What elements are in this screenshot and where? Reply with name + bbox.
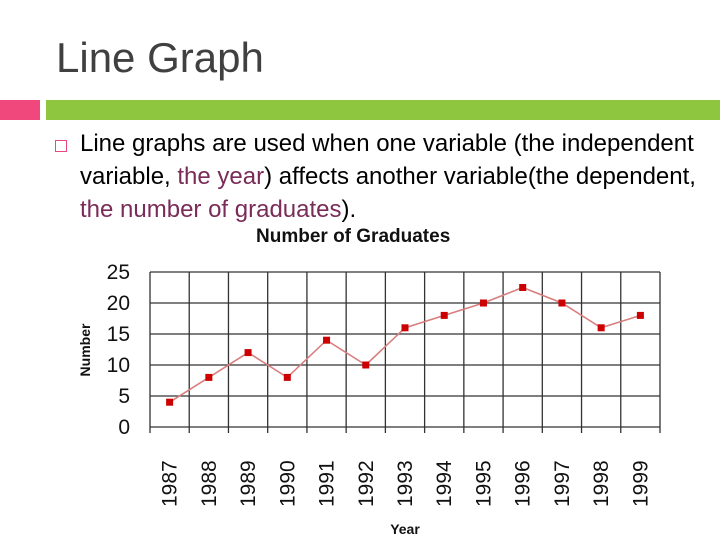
chart-title-background (250, 222, 490, 248)
x-tick-label: 1991 (316, 460, 339, 507)
y-tick-label: 0 (118, 416, 130, 439)
bullet-text: Line graphs are used when one variable (… (80, 127, 700, 226)
x-tick-label: 1999 (629, 460, 652, 507)
y-tick-label: 25 (107, 261, 130, 284)
x-tick-label: 1994 (433, 460, 456, 507)
x-tick-label: 1995 (472, 460, 495, 507)
data-markers (166, 284, 644, 406)
data-point-marker (519, 284, 527, 291)
x-tick-label: 1990 (276, 460, 299, 507)
x-tick-label: 1996 (512, 460, 535, 507)
x-tick-labels: 1987 1988 1989 1990 1991 1992 1993 1994 1995 1996… (159, 460, 653, 507)
y-tick-label: 5 (118, 385, 130, 408)
chart-grid (149, 271, 661, 433)
x-tick-label: 1987 (159, 460, 182, 507)
data-point-marker (244, 349, 252, 357)
data-point-marker (166, 398, 174, 406)
y-axis-label: Number (77, 323, 93, 376)
data-point-marker (597, 324, 605, 332)
chart-title: Number of Graduates (256, 226, 450, 247)
x-tick-label: 1997 (551, 460, 574, 507)
x-tick-label: 1992 (355, 460, 378, 507)
data-point-marker (479, 299, 487, 307)
data-point-marker (636, 311, 644, 319)
x-tick-label: 1988 (198, 460, 221, 507)
slide-title: Line Graph (56, 34, 264, 81)
bullet-text-part: ) affects another variable(the dependent… (264, 163, 696, 190)
accent-bar-green (46, 100, 720, 120)
data-point-marker (440, 311, 448, 319)
y-tick-labels: 0 5 10 15 20 25 (107, 261, 130, 439)
x-tick-label: 1993 (394, 460, 417, 507)
x-tick-label: 1989 (237, 460, 260, 507)
hollow-square-bullet-icon (55, 140, 67, 152)
data-point-marker (401, 324, 409, 332)
data-point-marker (362, 361, 370, 369)
bullet-text-part: ). (341, 196, 357, 223)
data-point-marker (205, 373, 213, 381)
x-tick-label: 1998 (590, 460, 613, 507)
series-line (169, 286, 641, 403)
accent-bar-pink (0, 100, 40, 120)
data-point-marker (558, 299, 566, 307)
highlight-number-of-graduates: the number of graduates (80, 196, 342, 223)
data-point-marker (283, 373, 291, 381)
data-point-marker (323, 336, 331, 344)
bullet-text-part: Line graphs are used when one variable (… (80, 130, 694, 190)
highlight-the-year: the year (177, 163, 265, 190)
y-tick-label: 10 (107, 354, 130, 377)
y-tick-label: 15 (107, 323, 130, 346)
y-tick-label: 20 (107, 292, 130, 315)
x-axis-label: Year (390, 521, 420, 537)
